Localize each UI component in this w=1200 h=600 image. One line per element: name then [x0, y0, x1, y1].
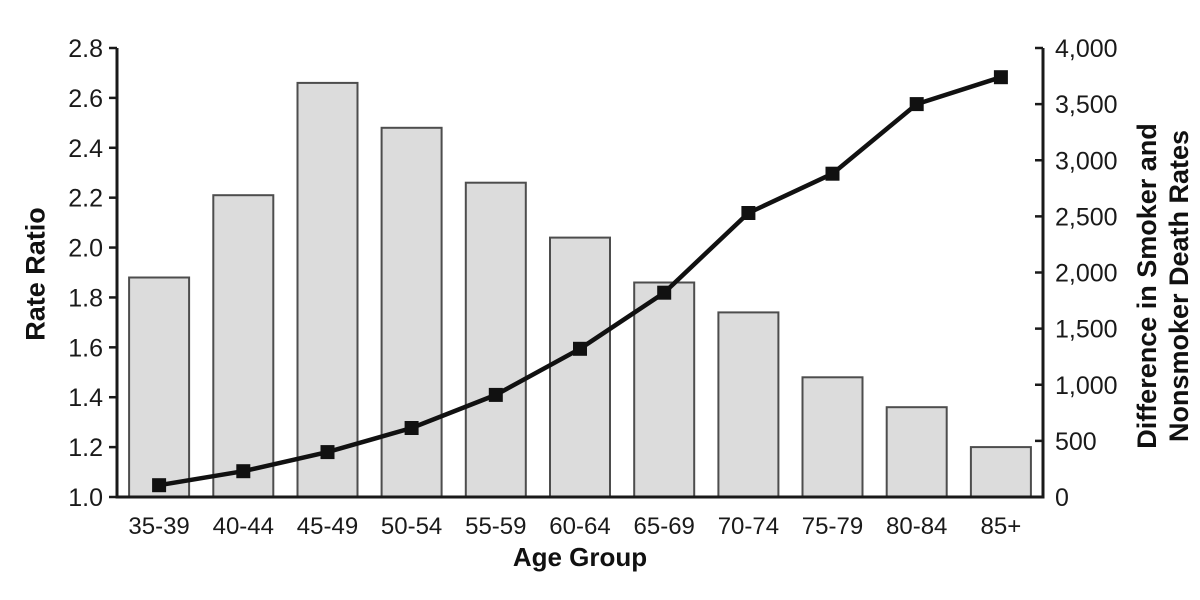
left-axis-tick-label: 2.6 [68, 85, 103, 113]
data-point-marker [404, 421, 419, 435]
x-axis-tick-label: 65-69 [634, 513, 695, 540]
data-point-marker [573, 341, 587, 356]
x-axis-tick-label: 55-59 [465, 513, 526, 540]
left-axis-tick-label: 2.4 [68, 135, 103, 163]
right-axis-tick-label: 1,000 [1055, 372, 1118, 400]
x-axis-tick-label: 50-54 [381, 513, 442, 540]
data-point-marker [909, 97, 924, 112]
data-point-marker [152, 478, 167, 493]
x-axis-tick-label: 85+ [981, 513, 1022, 540]
bar [128, 276, 191, 498]
bar [380, 126, 443, 499]
left-axis-tick-label: 2.8 [68, 35, 103, 63]
bar [969, 446, 1032, 499]
data-point-marker [825, 166, 840, 181]
left-axis-tick-label: 1.0 [68, 484, 103, 512]
x-axis-title: Age Group [512, 542, 648, 572]
right-axis-tick-label: 4,000 [1055, 35, 1118, 63]
left-axis-tick-label: 1.8 [68, 284, 103, 312]
right-axis-tick-label: 2,000 [1055, 260, 1118, 288]
x-axis-tick-label: 70-74 [718, 513, 779, 540]
left-axis-tick-label: 1.6 [68, 334, 103, 362]
data-point-marker [236, 464, 251, 479]
x-axis-tick-label: 45-49 [297, 513, 358, 540]
left-axis-tick-label: 2.0 [68, 235, 103, 263]
x-axis-tick-label: 60-64 [549, 513, 610, 540]
left-axis-tick-label: 1.2 [68, 434, 103, 462]
data-point-marker [488, 387, 503, 402]
right-axis-tick-label: 1,500 [1055, 316, 1118, 344]
right-axis-tick-label: 500 [1055, 428, 1097, 456]
right-axis-title: Difference in Smoker and Nonsmoker Death… [1131, 123, 1195, 449]
right-axis-tick-label: 0 [1055, 484, 1069, 512]
bar [464, 181, 527, 498]
bar [885, 406, 948, 499]
bar [212, 194, 275, 498]
right-axis-tick-label: 3,000 [1055, 147, 1118, 175]
bar [633, 281, 696, 498]
right-axis-tick-label: 2,500 [1055, 203, 1118, 231]
left-axis-tick-label: 1.4 [68, 384, 103, 412]
x-axis-tick-label: 75-79 [802, 513, 863, 540]
left-axis-title: Rate Ratio [20, 207, 51, 341]
data-point-marker [993, 70, 1008, 85]
bar [549, 236, 611, 498]
data-point-marker [741, 206, 756, 220]
right-axis-tick-label: 3,500 [1055, 91, 1118, 119]
bar [801, 376, 864, 498]
right-axis-title-line1: Difference in Smoker and [1132, 123, 1162, 449]
bar [717, 311, 780, 498]
x-axis-tick-label: 80-84 [886, 513, 947, 540]
data-point-marker [657, 285, 672, 300]
x-axis-tick-label: 35-39 [128, 513, 189, 540]
x-axis-tick-label: 40-44 [213, 513, 274, 540]
bar [296, 81, 359, 499]
left-axis-tick-label: 2.2 [68, 185, 103, 213]
data-point-marker [320, 445, 335, 460]
right-axis-title-line2: Nonsmoker Death Rates [1164, 129, 1194, 443]
